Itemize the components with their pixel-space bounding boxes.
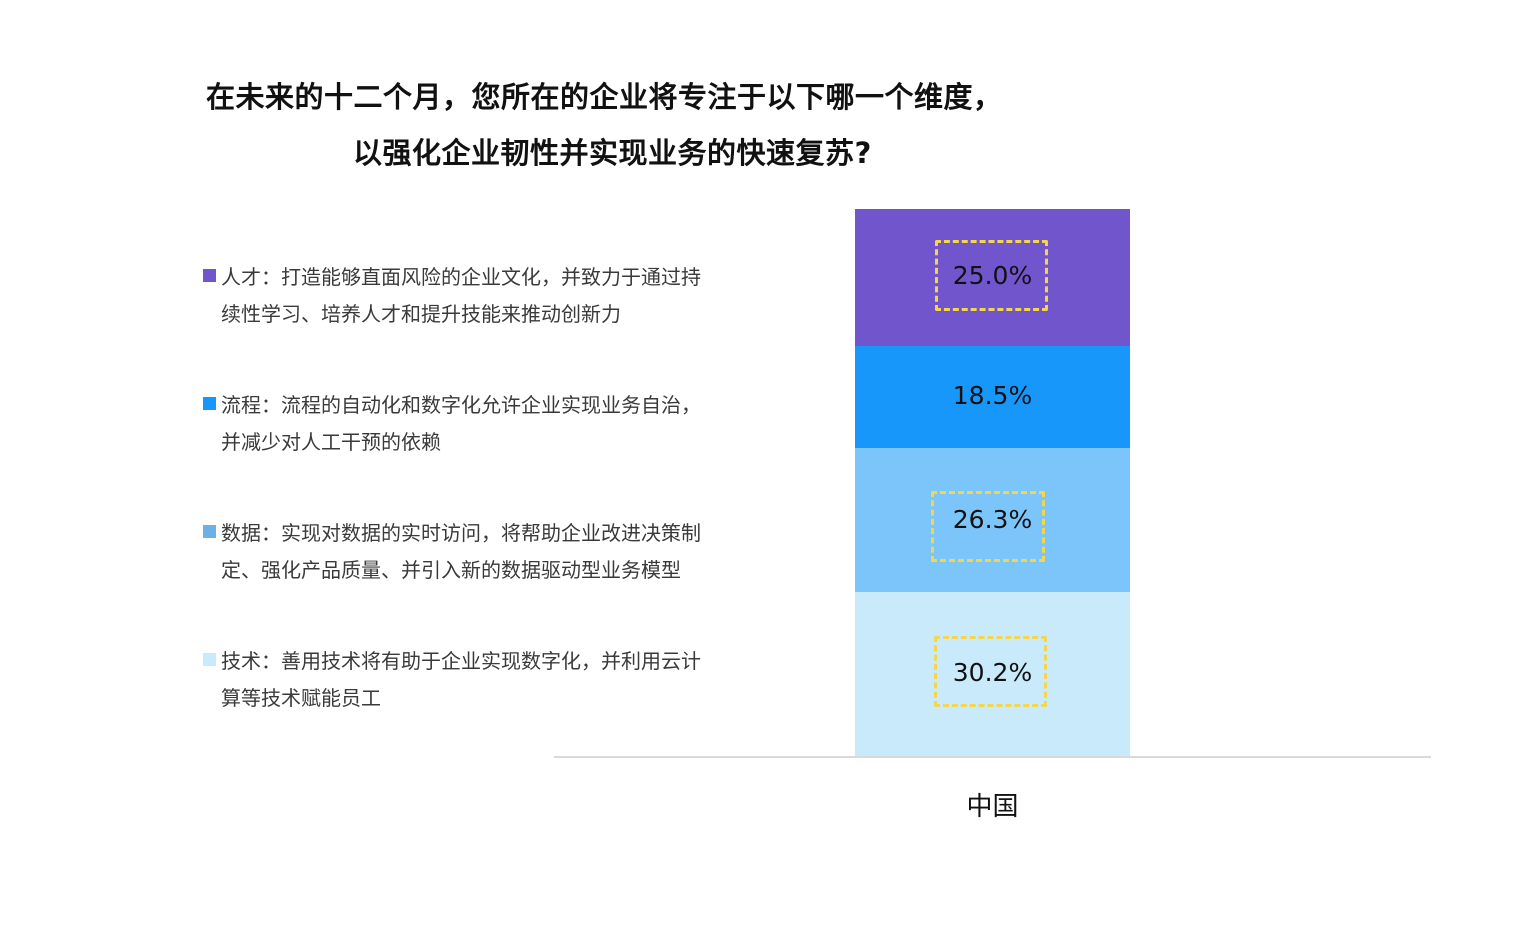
highlight-box (931, 491, 1045, 562)
stacked-bar-china: 25.0% 18.5% 26.3% 30.2% (855, 209, 1130, 756)
segment-value-technology: 30.2% (952, 658, 1033, 687)
legend-label-talent: 人才：打造能够直面风险的企业文化，并致力于通过持 续性学习、培养人才和提升技能来推… (221, 265, 701, 326)
x-axis-category-label: 中国 (966, 792, 1019, 822)
bar-segment-process: 18.5% (855, 346, 1130, 448)
highlight-box (934, 636, 1047, 707)
legend-item-talent: 人才：打造能够直面风险的企业文化，并致力于通过持 续性学习、培养人才和提升技能来推… (203, 259, 763, 333)
legend-item-technology: 技术：善用技术将有助于企业实现数字化，并利用云计 算等技术赋能员工 (203, 643, 763, 717)
legend-swatch-data (203, 525, 216, 538)
legend-item-process: 流程：流程的自动化和数字化允许企业实现业务自治， 并减少对人工干预的依赖 (203, 387, 763, 461)
legend-swatch-process (203, 397, 216, 410)
legend-swatch-technology (203, 653, 216, 666)
chart-title-line2: 以强化企业韧性并实现业务的快速复苏? (353, 136, 872, 170)
bar-segment-talent: 25.0% (855, 209, 1130, 346)
chart-title-line1: 在未来的十二个月，您所在的企业将专注于以下哪一个维度， (206, 80, 1003, 114)
highlight-box (935, 240, 1048, 311)
bar-segment-technology: 30.2% (855, 592, 1130, 756)
segment-value-data: 26.3% (952, 505, 1033, 534)
legend-label-process: 流程：流程的自动化和数字化允许企业实现业务自治， 并减少对人工干预的依赖 (221, 393, 701, 454)
bar-segment-data: 26.3% (855, 448, 1130, 592)
segment-value-process: 18.5% (952, 381, 1033, 410)
legend-swatch-talent (203, 269, 216, 282)
legend-label-data: 数据：实现对数据的实时访问，将帮助企业改进决策制 定、强化产品质量、并引入新的数据… (221, 521, 701, 582)
legend-item-data: 数据：实现对数据的实时访问，将帮助企业改进决策制 定、强化产品质量、并引入新的数据… (203, 515, 763, 589)
segment-value-talent: 25.0% (952, 261, 1033, 290)
legend-label-technology: 技术：善用技术将有助于企业实现数字化，并利用云计 算等技术赋能员工 (221, 649, 701, 710)
x-axis-line (554, 756, 1431, 758)
